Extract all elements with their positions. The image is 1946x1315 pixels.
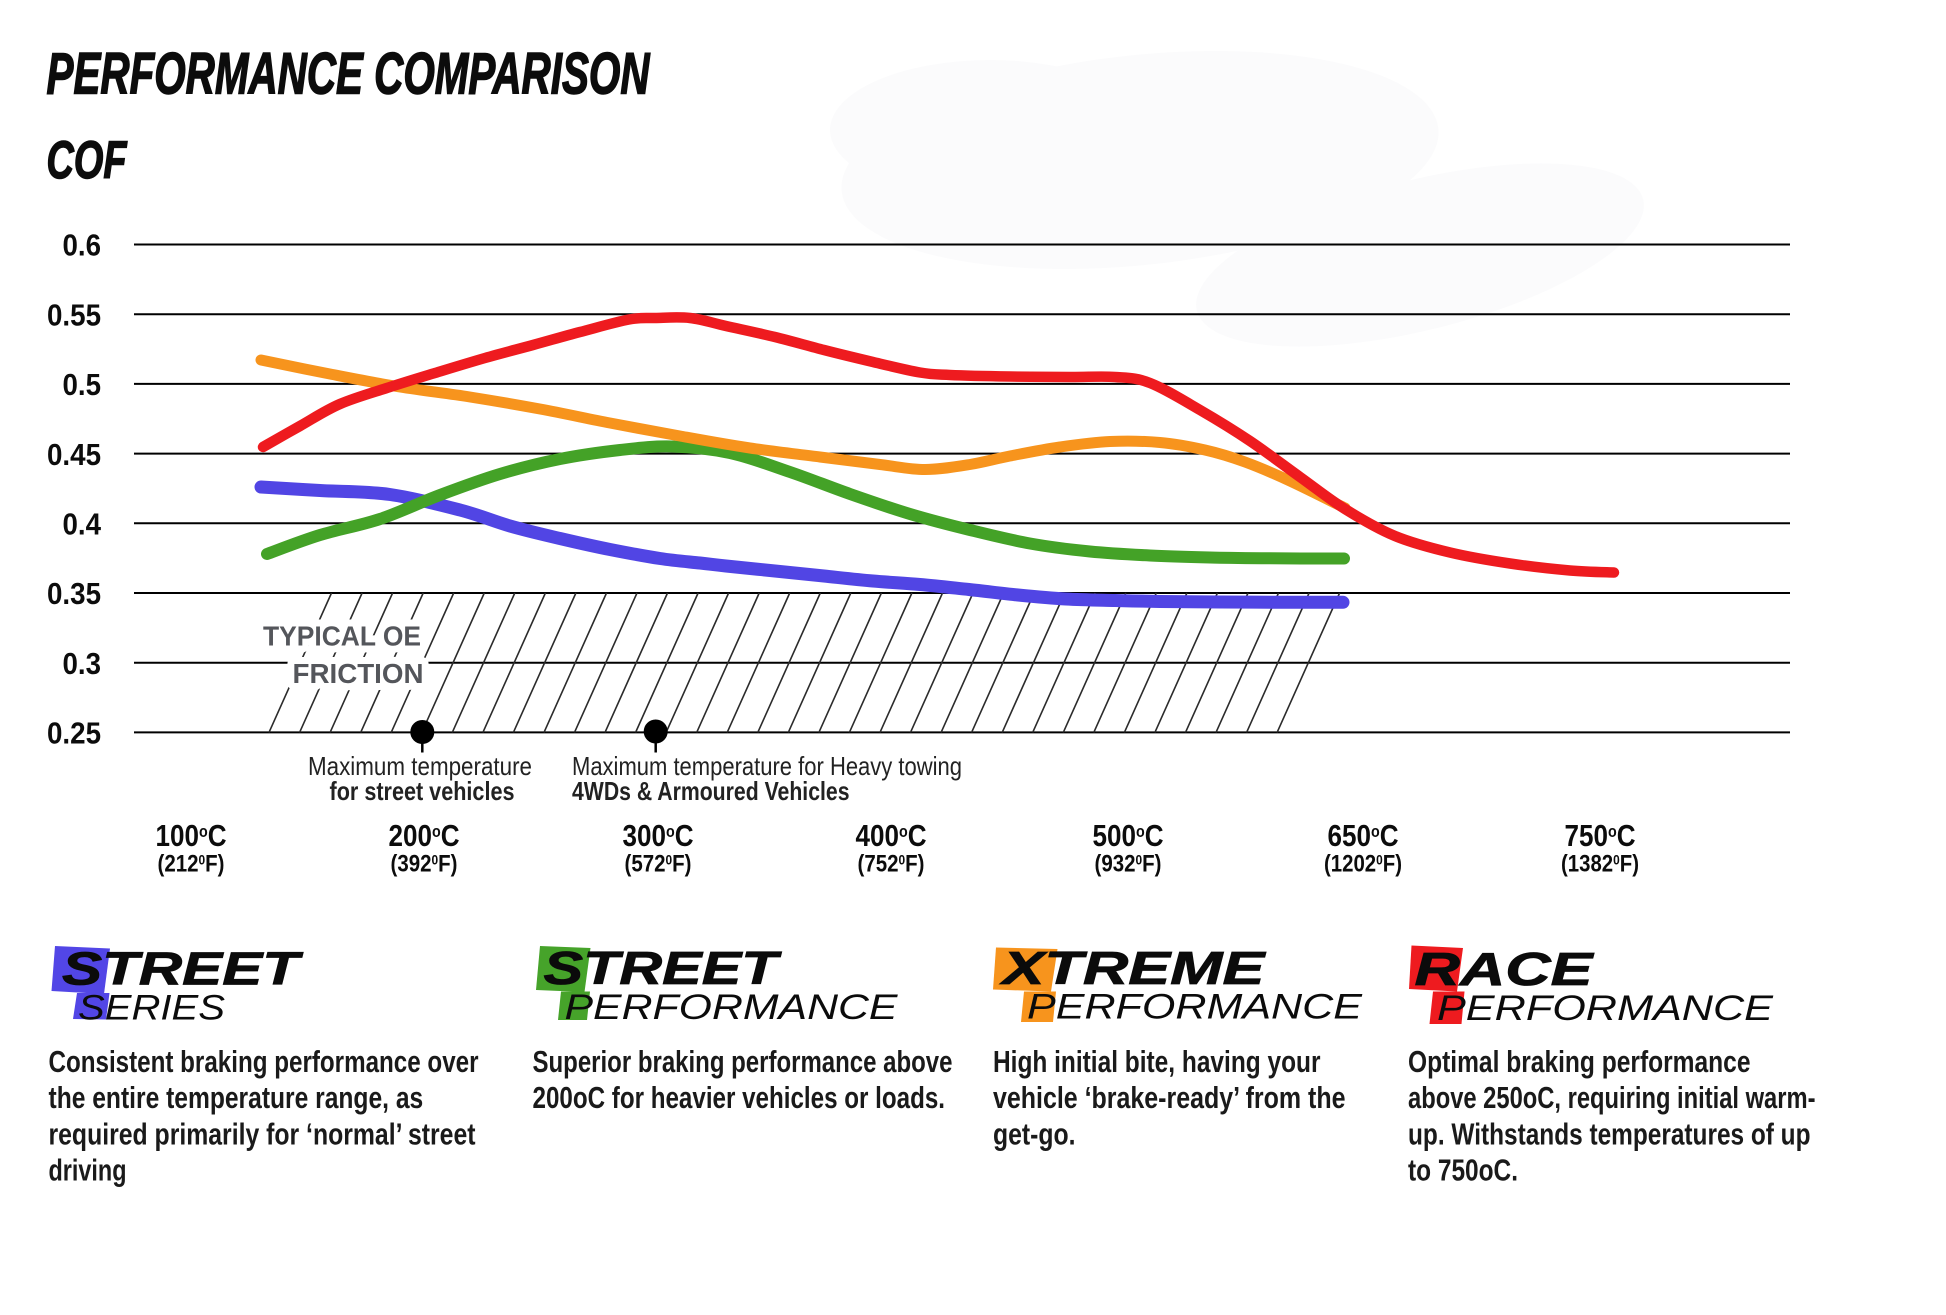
svg-text:COF: COF [47,131,128,190]
svg-text:required primarily for ‘normal: required primarily for ‘normal’ street [49,1117,476,1151]
svg-text:0.55: 0.55 [47,297,101,332]
svg-text:0.35: 0.35 [47,576,101,611]
svg-text:Maximum temperature: Maximum temperature [308,751,532,781]
svg-text:to 750oC.: to 750oC. [1408,1154,1518,1188]
svg-text:Maximum temperature for Heavy: Maximum temperature for Heavy towing [572,751,962,781]
svg-text:STREET: STREET [62,943,304,995]
svg-text:SERIES: SERIES [78,989,225,1028]
svg-text:(13820F): (13820F) [1561,851,1639,878]
svg-text:(9320F): (9320F) [1095,851,1162,878]
svg-text:PERFORMANCE: PERFORMANCE [1027,988,1363,1027]
svg-text:200oC: 200oC [389,818,460,853]
svg-text:Consistent braking performance: Consistent braking performance over [49,1045,479,1079]
svg-text:(2120F): (2120F) [158,851,225,878]
svg-text:PERFORMANCE: PERFORMANCE [1437,989,1774,1028]
svg-text:0.5: 0.5 [63,367,102,402]
svg-text:FRICTION: FRICTION [293,658,424,689]
svg-text:High initial bite, having your: High initial bite, having your [993,1045,1321,1079]
svg-text:Superior braking performance a: Superior braking performance above [533,1045,953,1079]
svg-text:300oC: 300oC [623,818,694,853]
svg-text:(12020F): (12020F) [1324,851,1402,878]
svg-text:650oC: 650oC [1328,818,1399,853]
svg-text:above 250oC, requiring initial: above 250oC, requiring initial warm- [1408,1081,1816,1115]
svg-text:200oC for heavier vehicles or: 200oC for heavier vehicles or loads. [533,1081,946,1115]
svg-text:for street vehicles: for street vehicles [330,776,515,806]
svg-text:PERFORMANCE: PERFORMANCE [565,988,899,1027]
svg-text:750oC: 750oC [1565,818,1636,853]
svg-text:0.45: 0.45 [47,437,101,472]
svg-text:100oC: 100oC [156,818,227,853]
svg-text:up. Withstands temperatures of: up. Withstands temperatures of up [1408,1117,1811,1151]
svg-text:4WDs & Armoured Vehicles: 4WDs & Armoured Vehicles [572,776,850,806]
svg-text:Optimal braking performance: Optimal braking performance [1408,1045,1751,1079]
svg-text:TYPICAL OE: TYPICAL OE [263,621,421,652]
svg-text:(5720F): (5720F) [625,851,692,878]
svg-text:driving: driving [49,1154,127,1188]
svg-text:0.25: 0.25 [47,716,101,751]
svg-text:500oC: 500oC [1093,818,1164,853]
svg-text:STREET: STREET [544,942,783,994]
svg-text:(3920F): (3920F) [391,851,458,878]
svg-text:0.4: 0.4 [63,507,102,542]
svg-text:vehicle ‘brake-ready’ from the: vehicle ‘brake-ready’ from the [993,1081,1346,1115]
svg-text:400oC: 400oC [856,818,927,853]
svg-text:RACE: RACE [1415,943,1595,995]
svg-text:(7520F): (7520F) [858,851,925,878]
svg-text:0.6: 0.6 [63,228,102,263]
svg-text:get-go.: get-go. [993,1117,1076,1151]
svg-text:XTREME: XTREME [998,942,1266,994]
svg-text:PERFORMANCE COMPARISON: PERFORMANCE COMPARISON [47,42,651,107]
svg-text:0.3: 0.3 [63,646,102,681]
svg-text:the entire temperature range,: the entire temperature range, as [49,1081,424,1115]
